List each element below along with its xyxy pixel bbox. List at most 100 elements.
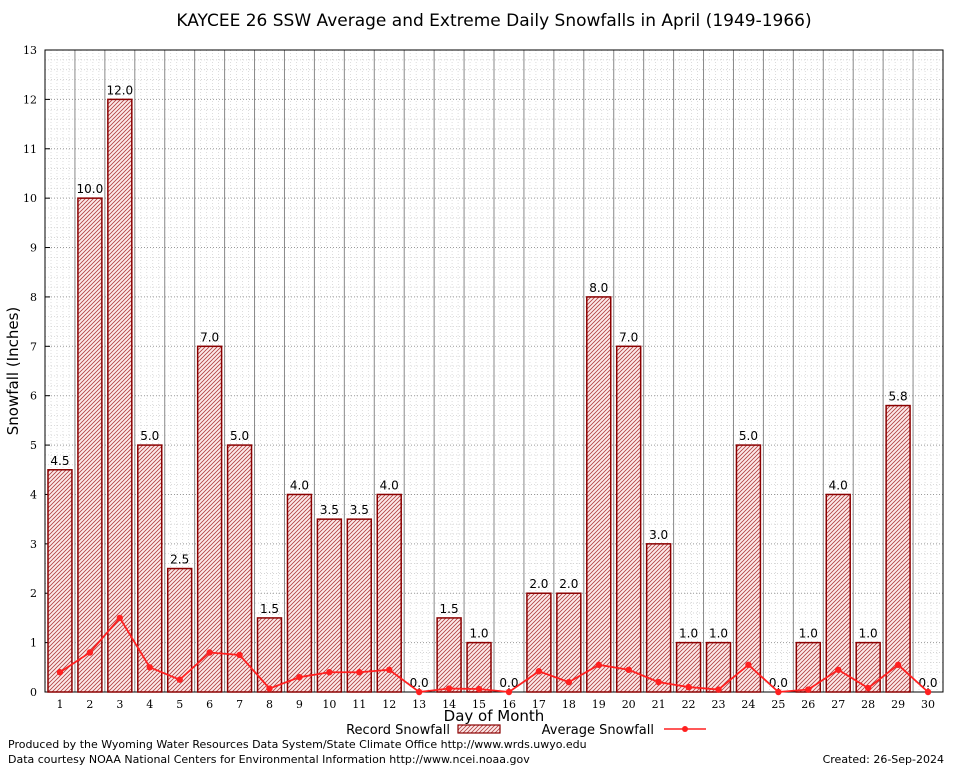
record-bars [47,98,911,693]
record-bar [466,641,492,693]
y-tick-label: 8 [30,291,37,304]
record-bar [855,641,881,693]
y-tick-label: 12 [23,93,37,106]
bar-value-label: 4.5 [50,454,69,468]
average-line [56,614,932,696]
x-tick-label: 9 [296,698,303,711]
record-bar [346,518,373,693]
bar-value-label: 3.0 [649,528,668,542]
x-tick-label: 19 [592,698,606,711]
bar-value-label: 3.5 [320,503,339,517]
record-bar [47,469,73,693]
bar-value-label: 5.0 [230,429,249,443]
record-bar [256,617,283,693]
record-bar [526,592,552,693]
average-point [775,688,782,696]
x-tick-label: 29 [891,698,905,711]
average-point [745,661,752,669]
bar-value-label: 5.8 [889,390,908,404]
x-tick-label: 14 [442,698,456,711]
bar-value-label: 10.0 [77,182,104,196]
average-point [415,688,423,696]
chart-title: KAYCEE 26 SSW Average and Extreme Daily … [176,11,811,31]
bar-value-label: 7.0 [200,330,219,344]
average-point [565,678,573,686]
x-tick-label: 18 [562,698,576,711]
y-tick-label: 2 [30,587,37,600]
average-point [805,686,812,693]
y-tick-label: 13 [23,44,37,57]
x-tick-label: 22 [682,698,696,711]
average-point [386,666,393,673]
average-point [864,684,872,692]
x-tick-label: 11 [352,698,366,711]
legend: Record Snowfall Average Snowfall [346,723,706,738]
record-bar [107,98,133,693]
bar-value-labels: 4.5 10.0 12.0 5.0 2.5 7.0 5.0 1.5 4.0 3.5 3.5 4.0 0.… [50,83,937,690]
average-point [505,688,513,696]
x-tick-label: 30 [921,698,935,711]
average-point [894,661,902,669]
y-tick-label: 4 [30,488,37,501]
x-tick-label: 2 [86,698,93,711]
bar-value-label: 4.0 [829,478,848,492]
average-point [356,669,363,676]
x-tick-label: 17 [532,698,546,711]
x-tick-label: 25 [771,698,785,711]
record-bar [735,444,762,693]
bar-value-label: 2.0 [559,577,578,591]
y-axis-label: Snowfall (Inches) [4,307,22,435]
x-tick-label: 28 [861,698,875,711]
x-tick-label: 27 [831,698,845,711]
x-tick-label: 15 [472,698,486,711]
record-bar [286,493,313,693]
average-point [116,614,124,622]
x-tick-label: 12 [382,698,396,711]
average-point [236,651,243,659]
average-point [266,685,273,692]
record-bar [436,617,462,693]
average-point [176,676,183,683]
legend-average-marker [682,726,688,732]
record-bar [675,641,702,693]
legend-average-label: Average Snowfall [542,723,654,738]
record-bar [825,493,851,693]
average-point [146,664,153,671]
bar-value-label: 1.0 [859,627,878,641]
y-tick-label: 7 [30,340,37,353]
bar-value-label: 4.0 [290,478,309,492]
average-point [715,686,722,693]
y-tick-label: 3 [30,538,37,551]
footer-produced-by: Produced by the Wyoming Water Resources … [8,738,587,751]
bar-value-label: 1.0 [709,627,728,641]
bar-value-label: 1.5 [260,602,279,616]
record-bar [376,493,402,693]
record-bar [77,197,103,693]
record-bar [166,567,193,693]
x-axis-ticks: 1 2 3 4 5 6 7 8 9 10 11 12 13 14 15 16 17 18 19 20 21 22 23 24 2… [56,688,935,711]
x-tick-label: 10 [322,698,336,711]
bar-value-label: 1.0 [679,627,698,641]
bar-value-label: 1.0 [469,627,488,641]
average-point [475,685,483,693]
bar-value-label: 3.5 [350,503,369,517]
x-tick-label: 8 [266,698,273,711]
bar-value-label: 2.5 [170,553,189,567]
average-line-path [59,616,929,693]
average-point [535,668,543,675]
average-point [625,666,632,673]
x-tick-label: 23 [712,698,726,711]
x-tick-label: 3 [116,698,123,711]
average-point [445,685,453,692]
bar-value-label: 4.0 [380,478,399,492]
x-tick-label: 13 [412,698,426,711]
legend-record-swatch [457,724,501,734]
average-point [655,678,662,686]
average-point [685,683,692,691]
bar-value-label: 8.0 [589,281,608,295]
bar-value-label: 0.0 [769,676,788,690]
bar-value-label: 0.0 [499,676,518,690]
bar-value-label: 0.0 [410,676,429,690]
record-bar [556,592,582,693]
